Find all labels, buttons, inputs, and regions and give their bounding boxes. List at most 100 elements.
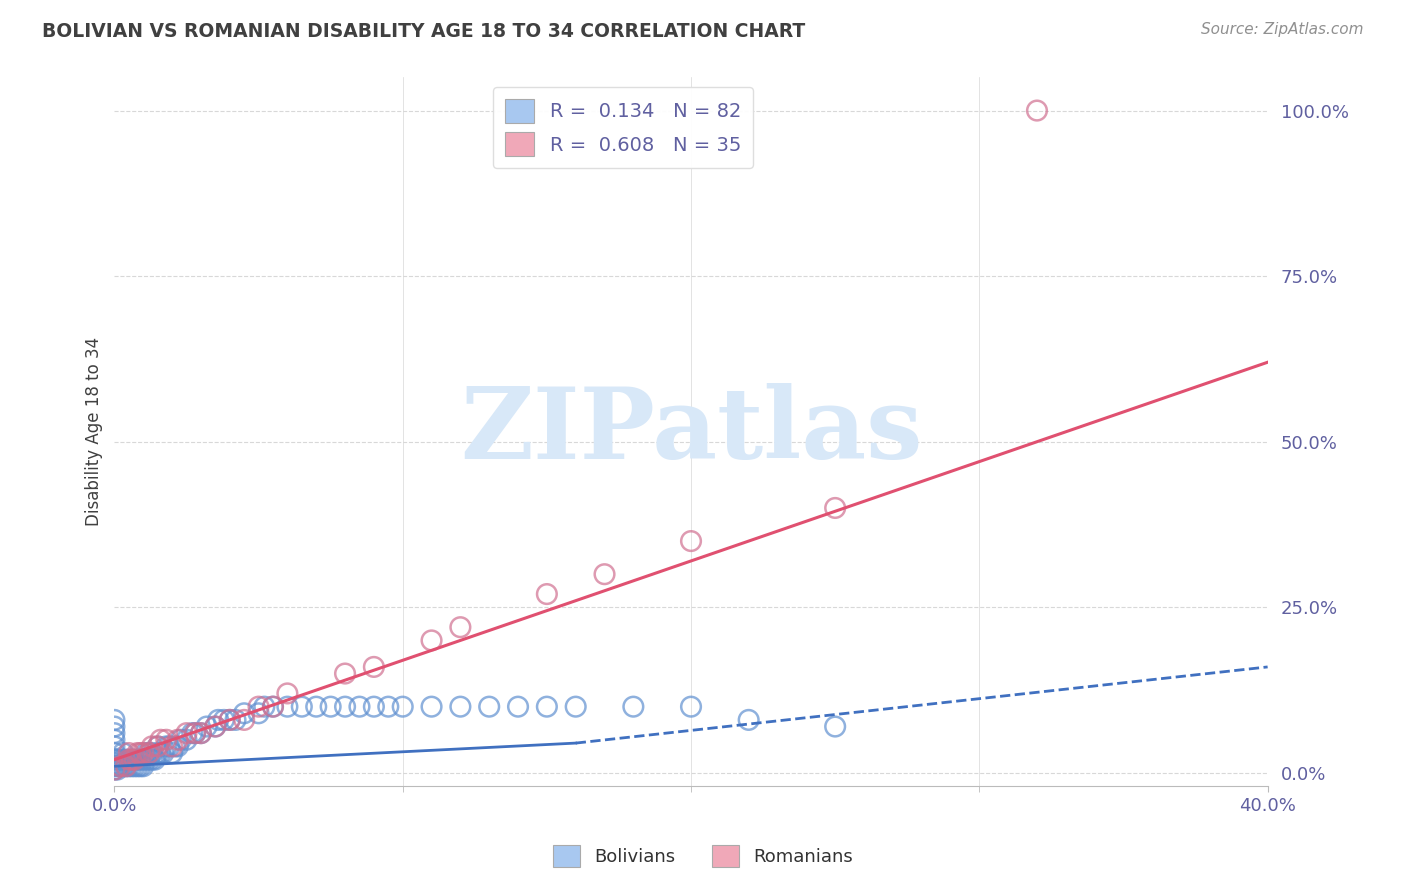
Point [166,739,188,754]
Point [276,699,298,714]
Point [103,713,125,727]
Point [143,753,166,767]
Point [103,746,125,760]
Point [204,719,226,733]
Point [262,699,284,714]
Point [138,746,160,760]
Point [190,726,212,740]
Point [233,706,256,721]
Point [420,633,443,648]
Point [121,753,143,767]
Point [224,713,246,727]
Point [105,763,128,777]
Point [449,620,471,634]
Point [118,746,141,760]
Point [349,699,371,714]
Point [146,746,169,760]
Point [253,699,276,714]
Point [377,699,399,714]
Point [103,763,125,777]
Point [118,759,141,773]
Point [146,739,169,754]
Point [160,746,183,760]
Point [207,713,229,727]
Point [103,763,125,777]
Point [129,753,152,767]
Point [112,746,135,760]
Point [103,726,125,740]
Point [105,753,128,767]
Point [105,759,128,773]
Point [127,753,149,767]
Point [135,753,157,767]
Point [176,732,198,747]
Point [129,746,152,760]
Point [247,706,270,721]
Point [103,719,125,733]
Point [155,732,177,747]
Point [319,699,342,714]
Point [108,753,131,767]
Point [212,713,235,727]
Point [129,759,152,773]
Point [166,732,188,747]
Point [170,732,193,747]
Point [115,759,138,773]
Point [593,567,616,582]
Point [118,753,141,767]
Point [737,713,759,727]
Point [247,699,270,714]
Text: BOLIVIAN VS ROMANIAN DISABILITY AGE 18 TO 34 CORRELATION CHART: BOLIVIAN VS ROMANIAN DISABILITY AGE 18 T… [42,22,806,41]
Point [1026,103,1049,118]
Point [176,726,198,740]
Point [190,726,212,740]
Point [141,746,163,760]
Point [127,746,149,760]
Point [478,699,501,714]
Point [163,739,186,754]
Point [135,746,157,760]
Point [108,759,131,773]
Point [506,699,529,714]
Point [138,746,160,760]
Point [157,739,180,754]
Point [204,719,226,733]
Point [363,699,385,714]
Point [536,699,558,714]
Point [391,699,413,714]
Point [155,739,177,754]
Point [160,739,183,754]
Point [195,719,218,733]
Point [121,753,143,767]
Point [152,746,174,760]
Point [132,759,155,773]
Point [115,759,138,773]
Point [103,753,125,767]
Point [149,732,172,747]
Point [124,759,146,773]
Point [679,534,702,549]
Point [333,666,356,681]
Point [115,753,138,767]
Point [291,699,314,714]
Point [305,699,328,714]
Text: ZIPatlas: ZIPatlas [460,384,922,480]
Point [679,699,702,714]
Text: Source: ZipAtlas.com: Source: ZipAtlas.com [1201,22,1364,37]
Point [138,753,160,767]
Point [233,713,256,727]
Point [449,699,471,714]
Point [108,759,131,773]
Point [132,746,155,760]
Point [621,699,644,714]
Point [141,739,163,754]
Point [276,686,298,700]
Point [141,753,163,767]
Point [184,726,207,740]
Point [112,759,135,773]
Point [218,713,240,727]
Point [103,756,125,770]
Point [124,753,146,767]
Point [127,759,149,773]
Point [564,699,586,714]
